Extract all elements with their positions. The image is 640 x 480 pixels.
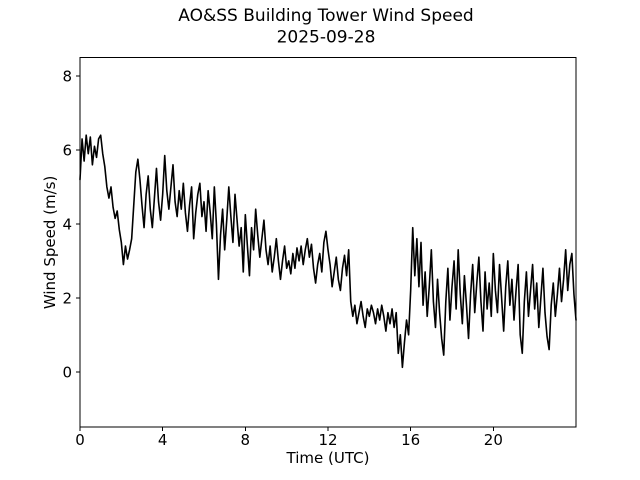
x-tick-label: 12	[318, 431, 337, 449]
x-tick-label: 0	[75, 431, 85, 449]
chart-subtitle: 2025-09-28	[277, 28, 376, 48]
y-tick-label: 0	[62, 363, 72, 381]
x-tick-label: 16	[401, 431, 420, 449]
y-tick-label: 6	[62, 142, 72, 160]
y-tick-label: 4	[62, 215, 72, 233]
wind-speed-line	[79, 134, 577, 369]
x-tick-label: 4	[158, 431, 168, 449]
chart-title: AO&SS Building Tower Wind Speed	[178, 6, 473, 26]
plot-area	[80, 57, 576, 428]
x-tick-label: 20	[484, 431, 503, 449]
plot-border	[79, 57, 577, 428]
x-axis-label: Time (UTC)	[286, 449, 370, 467]
y-axis-label: Wind Speed (m/s)	[41, 176, 59, 309]
y-axis-ticks: 0 2 4 6 8	[62, 68, 80, 381]
y-tick-label: 2	[62, 289, 72, 307]
x-axis-ticks: 0 4 8 12 16 20	[75, 427, 503, 449]
y-tick-label: 8	[62, 68, 72, 86]
x-tick-label: 8	[241, 431, 251, 449]
